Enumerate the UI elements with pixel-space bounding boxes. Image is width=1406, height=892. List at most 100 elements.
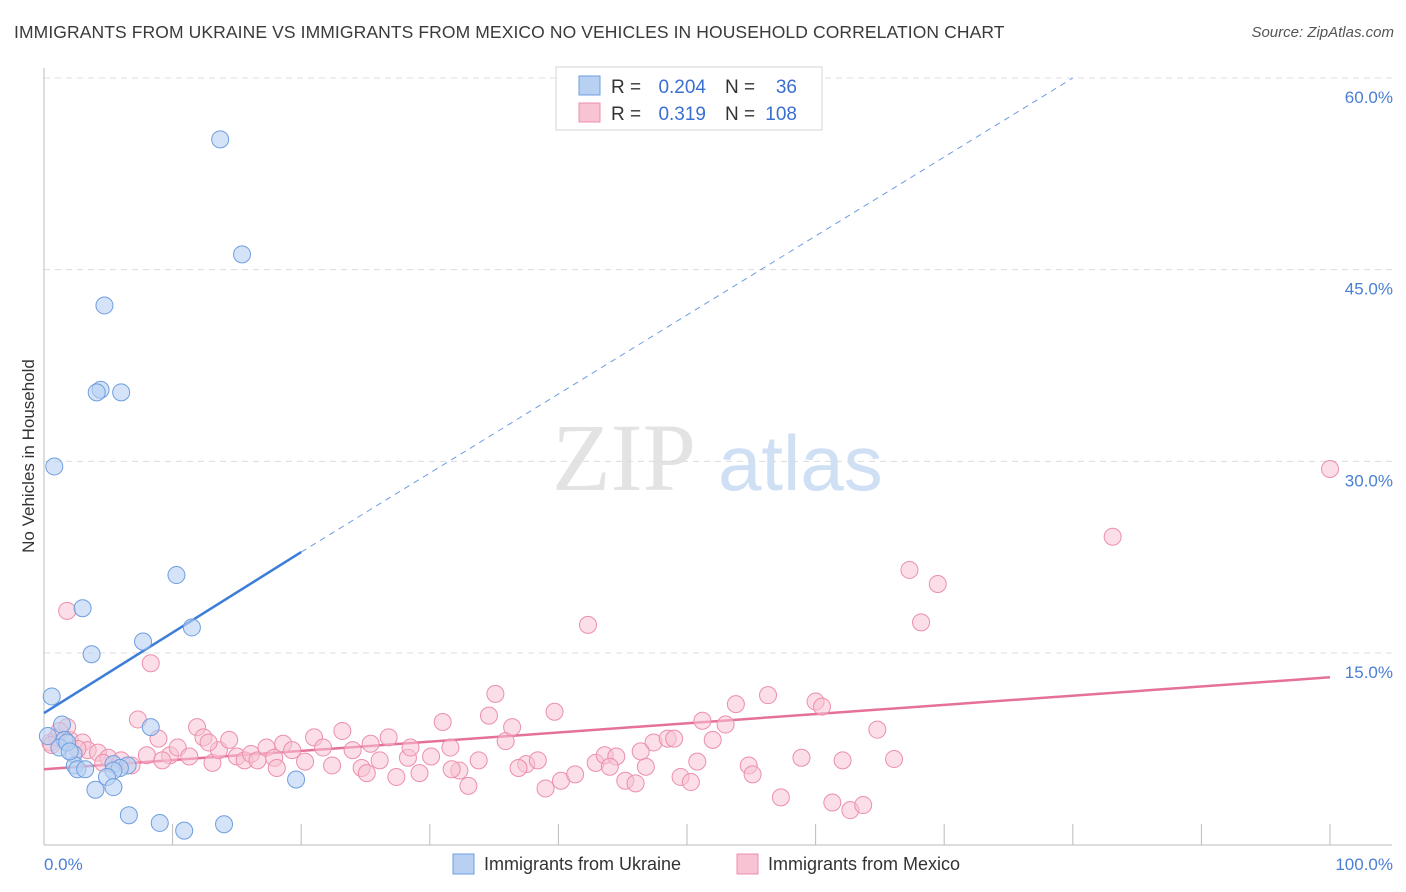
mexico-point [441,738,460,757]
mexico-point [912,613,931,632]
x-tick-label: 100.0% [1335,855,1393,874]
ukraine-point [86,780,105,799]
mexico-point [600,757,619,776]
x-tick-label: 0.0% [44,855,83,874]
mexico-point [528,751,547,770]
ukraine-point [175,821,194,840]
mexico-point [180,747,199,766]
mexico-point [726,695,745,714]
mexico-point [283,741,302,760]
ukraine-point [60,742,79,761]
mexico-point [314,738,333,757]
mexico-point [578,615,597,634]
mexico-point [868,720,887,739]
bottom-legend-label-ukraine: Immigrants from Ukraine [484,854,681,874]
ukraine-point [38,727,57,746]
ukraine-point [211,130,230,149]
mexico-point [153,751,172,770]
mexico-point [566,765,585,784]
tick-labels: 15.0% 30.0% 45.0% 60.0% 0.0% 100.0% [44,88,1393,874]
ukraine-point [287,770,306,789]
mexico-point [469,751,488,770]
ukraine-point [150,813,169,832]
y-axis-label: No Vehicles in Household [19,359,38,553]
mexico-point [626,774,645,793]
ukraine-trend-line [43,550,302,715]
mexico-point [267,759,286,777]
mexico-point [58,601,77,620]
mexico-point [665,729,684,748]
ukraine-point [104,778,123,797]
mexico-point [545,702,564,721]
ukraine-point [87,383,106,402]
y-tick-label: 60.0% [1345,88,1393,107]
mexico-point [716,715,735,734]
mexico-point [854,796,873,815]
mexico-point [792,748,811,767]
mexico-point [357,764,376,783]
ukraine-point [215,815,234,834]
mexico-point [296,752,315,771]
mexico-point [141,654,160,673]
mexico-point [503,718,522,737]
watermark-zip: ZIP [552,404,696,511]
bottom-legend-label-mexico: Immigrants from Mexico [768,854,960,874]
ukraine-point [167,566,186,585]
mexico-point [1321,460,1339,478]
ukraine-point [182,618,201,637]
ukraine-point [73,599,92,618]
mexico-point [1103,527,1122,546]
mexico-point [681,773,700,792]
mexico-point [688,752,707,771]
ukraine-point [141,718,160,737]
mexico-point [333,721,352,740]
mexico-point [743,765,762,784]
y-tick-label: 30.0% [1345,471,1393,490]
mexico-point [361,734,380,753]
mexico-point [536,779,555,798]
legend-r-label-ukraine: R = [611,77,641,98]
ukraine-point [233,245,252,264]
mexico-point [220,730,239,749]
mexico-point [486,684,505,703]
bottom-legend-swatch-mexico [736,853,759,875]
bottom-legend-swatch-ukraine [452,853,475,875]
mexico-point [323,756,342,775]
axes [43,68,1392,846]
source-credit: Source: ZipAtlas.com [1251,24,1394,41]
y-tick-label: 45.0% [1345,280,1393,299]
legend-n-value-ukraine: 36 [776,77,797,98]
legend-n-label-mexico: N = [725,104,755,125]
legend-r-value-ukraine: 0.204 [658,77,706,98]
gridlines [44,77,1392,654]
ukraine-point [95,296,114,315]
mexico-point [459,776,478,795]
watermark-atlas: atlas [718,419,883,507]
chart-title: IMMIGRANTS FROM UKRAINE VS IMMIGRANTS FR… [14,22,1005,42]
ukraine-point [76,760,95,779]
legend-box: R = 0.204 N = 36 R = 0.319 N = 108 [555,66,823,131]
mexico-point [928,575,947,593]
legend-swatch-mexico [578,102,601,123]
mexico-point [813,697,832,716]
ukraine-point [82,645,101,664]
mexico-point [387,767,406,786]
legend-r-label-mexico: R = [611,104,641,125]
mexico-point [199,733,218,752]
ukraine-point [42,687,61,706]
mexico-point [509,759,528,777]
mexico-point [636,757,655,776]
ukraine-point [119,806,138,825]
ukraine-point [45,457,64,476]
mexico-point [771,788,790,807]
mexico-point [442,760,461,779]
ukraine-trend-extension [300,77,1074,553]
mexico-point [379,728,398,747]
legend-r-value-mexico: 0.319 [658,104,706,125]
mexico-point [479,706,498,725]
mexico-point [370,751,389,770]
mexico-point [703,730,722,749]
mexico-point [433,713,452,731]
ukraine-points [38,130,306,840]
